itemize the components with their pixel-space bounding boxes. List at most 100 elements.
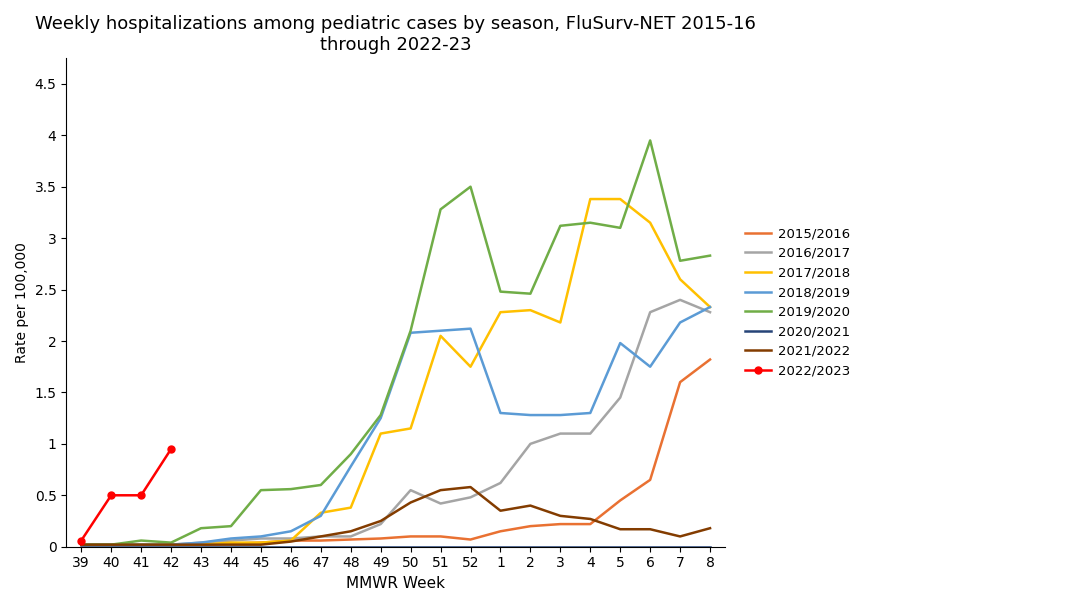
2016/2017	[464, 494, 477, 501]
2019/2020	[195, 525, 208, 532]
2021/2022	[704, 525, 717, 532]
2016/2017	[135, 541, 148, 548]
2020/2021	[195, 543, 208, 550]
2015/2016	[225, 540, 237, 547]
2019/2020	[554, 222, 567, 230]
2022/2023	[135, 491, 148, 499]
2018/2019	[75, 541, 87, 548]
2021/2022	[435, 487, 447, 494]
2019/2020	[165, 539, 178, 546]
2015/2016	[75, 541, 87, 548]
2015/2016	[554, 521, 567, 528]
2021/2022	[374, 518, 387, 525]
2018/2019	[435, 327, 447, 335]
2018/2019	[494, 410, 507, 417]
2016/2017	[284, 535, 297, 542]
2019/2020	[584, 219, 596, 227]
2020/2021	[584, 543, 596, 550]
2017/2018	[613, 195, 626, 202]
2021/2022	[255, 541, 267, 548]
2017/2018	[524, 307, 537, 314]
2021/2022	[225, 541, 237, 548]
2016/2017	[255, 535, 267, 542]
2017/2018	[344, 504, 357, 511]
2016/2017	[435, 500, 447, 507]
2015/2016	[135, 541, 148, 548]
2016/2017	[494, 479, 507, 487]
Line: 2021/2022: 2021/2022	[81, 487, 710, 545]
2015/2016	[314, 537, 327, 544]
2015/2016	[195, 541, 208, 548]
2015/2016	[494, 528, 507, 535]
2017/2018	[494, 308, 507, 316]
2020/2021	[104, 543, 117, 550]
2017/2018	[225, 539, 237, 546]
2018/2019	[104, 541, 117, 548]
2019/2020	[284, 485, 297, 493]
2016/2017	[75, 541, 87, 548]
2015/2016	[104, 541, 117, 548]
2020/2021	[405, 543, 417, 550]
2019/2020	[524, 290, 537, 298]
2017/2018	[165, 541, 178, 548]
2019/2020	[135, 537, 148, 544]
2015/2016	[464, 536, 477, 543]
Line: 2015/2016: 2015/2016	[81, 359, 710, 545]
2016/2017	[314, 533, 327, 540]
Legend: 2015/2016, 2016/2017, 2017/2018, 2018/2019, 2019/2020, 2020/2021, 2021/2022, 202: 2015/2016, 2016/2017, 2017/2018, 2018/20…	[738, 221, 856, 384]
2015/2016	[643, 476, 656, 484]
2018/2019	[255, 533, 267, 540]
2016/2017	[613, 394, 626, 401]
2016/2017	[405, 487, 417, 494]
2017/2018	[643, 219, 656, 227]
2018/2019	[584, 410, 596, 417]
2021/2022	[674, 533, 687, 540]
2017/2018	[674, 276, 687, 283]
2021/2022	[613, 525, 626, 533]
2017/2018	[135, 541, 148, 548]
2018/2019	[135, 541, 148, 548]
2019/2020	[104, 541, 117, 548]
2018/2019	[284, 528, 297, 535]
2015/2016	[613, 497, 626, 504]
2015/2016	[524, 522, 537, 530]
2020/2021	[314, 543, 327, 550]
2016/2017	[195, 539, 208, 546]
2019/2020	[225, 522, 237, 530]
2021/2022	[494, 507, 507, 514]
2017/2018	[284, 537, 297, 544]
2020/2021	[643, 543, 656, 550]
2016/2017	[554, 430, 567, 437]
2021/2022	[104, 541, 117, 548]
2021/2022	[464, 484, 477, 491]
2021/2022	[165, 541, 178, 548]
2021/2022	[284, 538, 297, 545]
2019/2020	[75, 541, 87, 548]
2019/2020	[314, 481, 327, 488]
2016/2017	[674, 296, 687, 304]
2019/2020	[494, 288, 507, 295]
2020/2021	[435, 543, 447, 550]
2019/2020	[344, 450, 357, 458]
2015/2016	[405, 533, 417, 540]
2022/2023	[165, 445, 178, 453]
2018/2019	[195, 539, 208, 546]
2015/2016	[165, 541, 178, 548]
2020/2021	[494, 543, 507, 550]
2021/2022	[524, 502, 537, 509]
2020/2021	[374, 543, 387, 550]
2018/2019	[674, 319, 687, 326]
2020/2021	[524, 543, 537, 550]
2016/2017	[584, 430, 596, 437]
2019/2020	[674, 257, 687, 264]
2016/2017	[704, 308, 717, 316]
2018/2019	[643, 363, 656, 370]
2018/2019	[344, 463, 357, 470]
2016/2017	[104, 541, 117, 548]
2019/2020	[435, 205, 447, 213]
Line: 2019/2020: 2019/2020	[81, 141, 710, 545]
2021/2022	[584, 515, 596, 522]
2015/2016	[344, 536, 357, 543]
2018/2019	[524, 411, 537, 419]
2015/2016	[704, 356, 717, 363]
